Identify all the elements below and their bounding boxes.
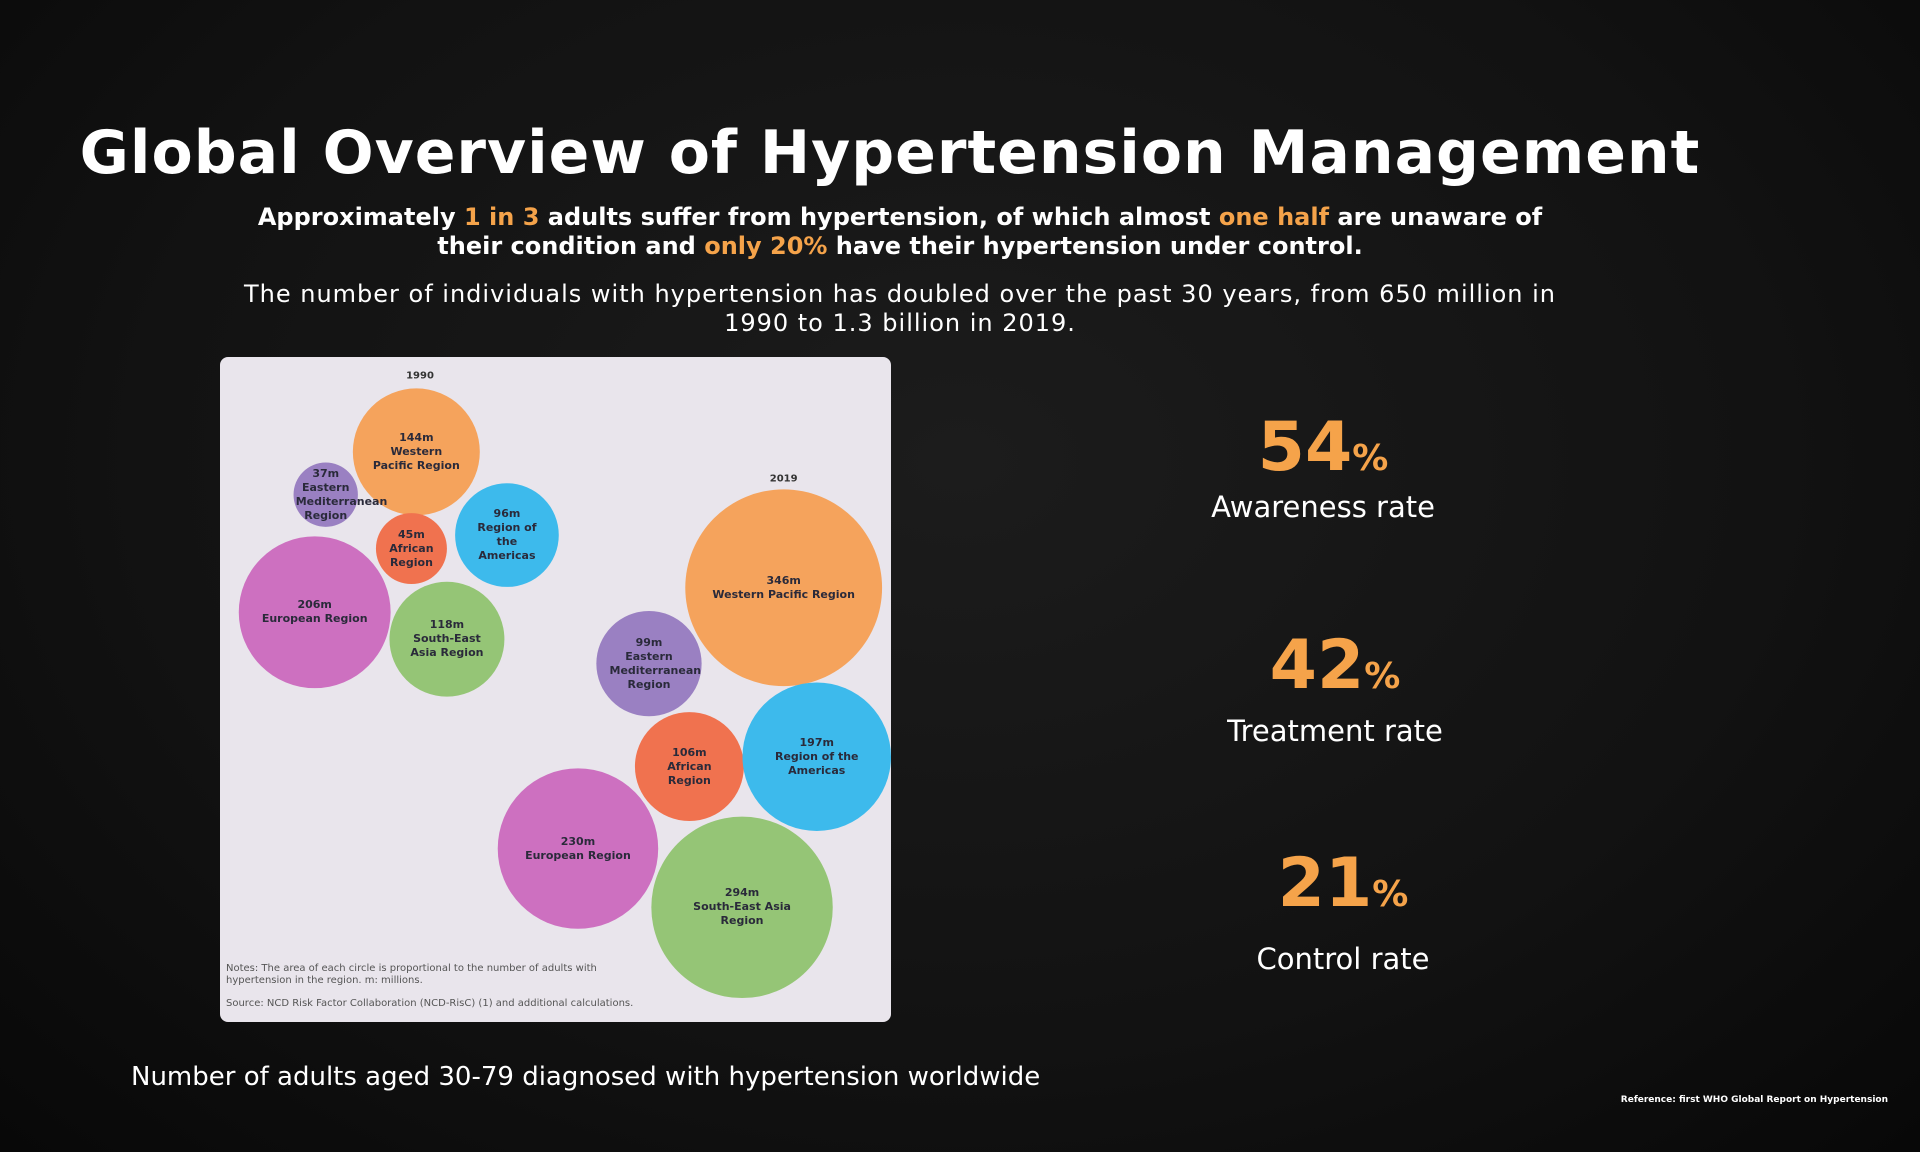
bubble (596, 611, 702, 717)
stat-value: 21% (1278, 844, 1409, 923)
bubble (455, 483, 559, 587)
stat-unit: % (1372, 874, 1409, 915)
bubble (685, 489, 883, 687)
region-name: Western Pacific Region (712, 587, 855, 601)
stat-value: 42% (1270, 626, 1401, 705)
bubble-label: 37m Eastern Mediterranean Region (295, 466, 388, 523)
stat-label: Treatment rate (1227, 714, 1443, 748)
stat-value: 54% (1258, 408, 1389, 487)
bubble-label: 99m Eastern Mediterranean Region (609, 635, 702, 692)
subtitle-text: are unaware of their condition and (437, 203, 1543, 260)
region-name: South-East Asia Region (410, 632, 484, 660)
stat-unit: % (1352, 438, 1389, 479)
subtitle-text: have their hypertension under control. (827, 232, 1363, 260)
bubble (389, 581, 505, 697)
chart-notes: Notes: The area of each circle is propor… (226, 963, 597, 986)
region-name: African Region (389, 541, 434, 569)
bubble-label: 118m South-East Asia Region (404, 618, 490, 660)
value-label: 346m (766, 573, 801, 587)
highlight-text: one half (1218, 203, 1330, 231)
value-label: 37m (312, 466, 340, 480)
caption: Number of adults aged 30-79 diagnosed wi… (131, 1062, 1041, 1092)
region-name: Western Pacific Region (372, 444, 460, 472)
bubble (238, 536, 391, 689)
subtitle: Approximately 1 in 3 adults suffer from … (250, 203, 1550, 261)
value-label: 294m (724, 886, 760, 900)
subtitle-text: Approximately (257, 203, 464, 231)
value-label: 96m (493, 507, 521, 521)
bubble (497, 768, 659, 929)
bubble-label: 144m Western Pacific Region (369, 431, 464, 473)
bubble-label: 45m African Region (381, 528, 441, 570)
region-name: African Region (667, 759, 712, 787)
subtitle-text: adults suffer from hypertension, of whic… (539, 203, 1219, 231)
region-name: European Region (525, 848, 631, 862)
bubble-label: 106m African Region (649, 746, 731, 788)
region-name: Region of the Americas (774, 749, 859, 777)
bubble-label: 96m Region of the Americas (468, 507, 546, 563)
paragraph: The number of individuals with hypertens… (243, 280, 1557, 337)
bubble (375, 513, 447, 585)
stat-label: Control rate (1256, 942, 1430, 976)
region-name: South-East Asia Region (693, 900, 791, 928)
highlight-text: only 20% (704, 232, 828, 260)
value-label: 45m (398, 527, 425, 541)
value-label: 197m (799, 735, 834, 749)
stat-unit: % (1364, 656, 1401, 697)
series-label: 2019 (769, 473, 798, 485)
value-label: 99m (635, 635, 663, 649)
bubble-label: 206m European Region (258, 598, 372, 626)
stat-number: 21 (1277, 844, 1373, 923)
bubble-label: 294m South-East Asia Region (674, 886, 810, 928)
bubble-label: 230m European Region (518, 835, 638, 863)
chart-source: Source: NCD Risk Factor Collaboration (N… (226, 998, 634, 1009)
bubble-label: 346m Western Pacific Region (710, 574, 858, 602)
stat-number: 42 (1269, 626, 1365, 705)
stat-number: 54 (1257, 408, 1353, 487)
bubble (352, 388, 480, 516)
bubble (651, 816, 833, 999)
value-label: 106m (672, 745, 707, 759)
stat-label: Awareness rate (1211, 490, 1435, 524)
bubble-label: 197m Region of the Americas (761, 736, 872, 778)
region-name: European Region (261, 612, 368, 626)
value-label: 144m (399, 430, 434, 444)
series-label: 1990 (406, 370, 434, 382)
bubble (293, 462, 358, 527)
value-label: 230m (560, 834, 596, 848)
region-name: Region of the Americas (477, 521, 537, 563)
value-label: 118m (429, 618, 465, 632)
reference: Reference: first WHO Global Report on Hy… (1620, 1095, 1888, 1105)
title: Global Overview of Hypertension Manageme… (79, 118, 1701, 188)
bubble (634, 712, 744, 821)
region-name: Eastern Mediterranean Region (609, 649, 702, 691)
bubble (742, 682, 891, 831)
region-name: Eastern Mediterranean Region (295, 480, 388, 522)
value-label: 206m (297, 598, 332, 612)
highlight-text: 1 in 3 (463, 203, 540, 231)
